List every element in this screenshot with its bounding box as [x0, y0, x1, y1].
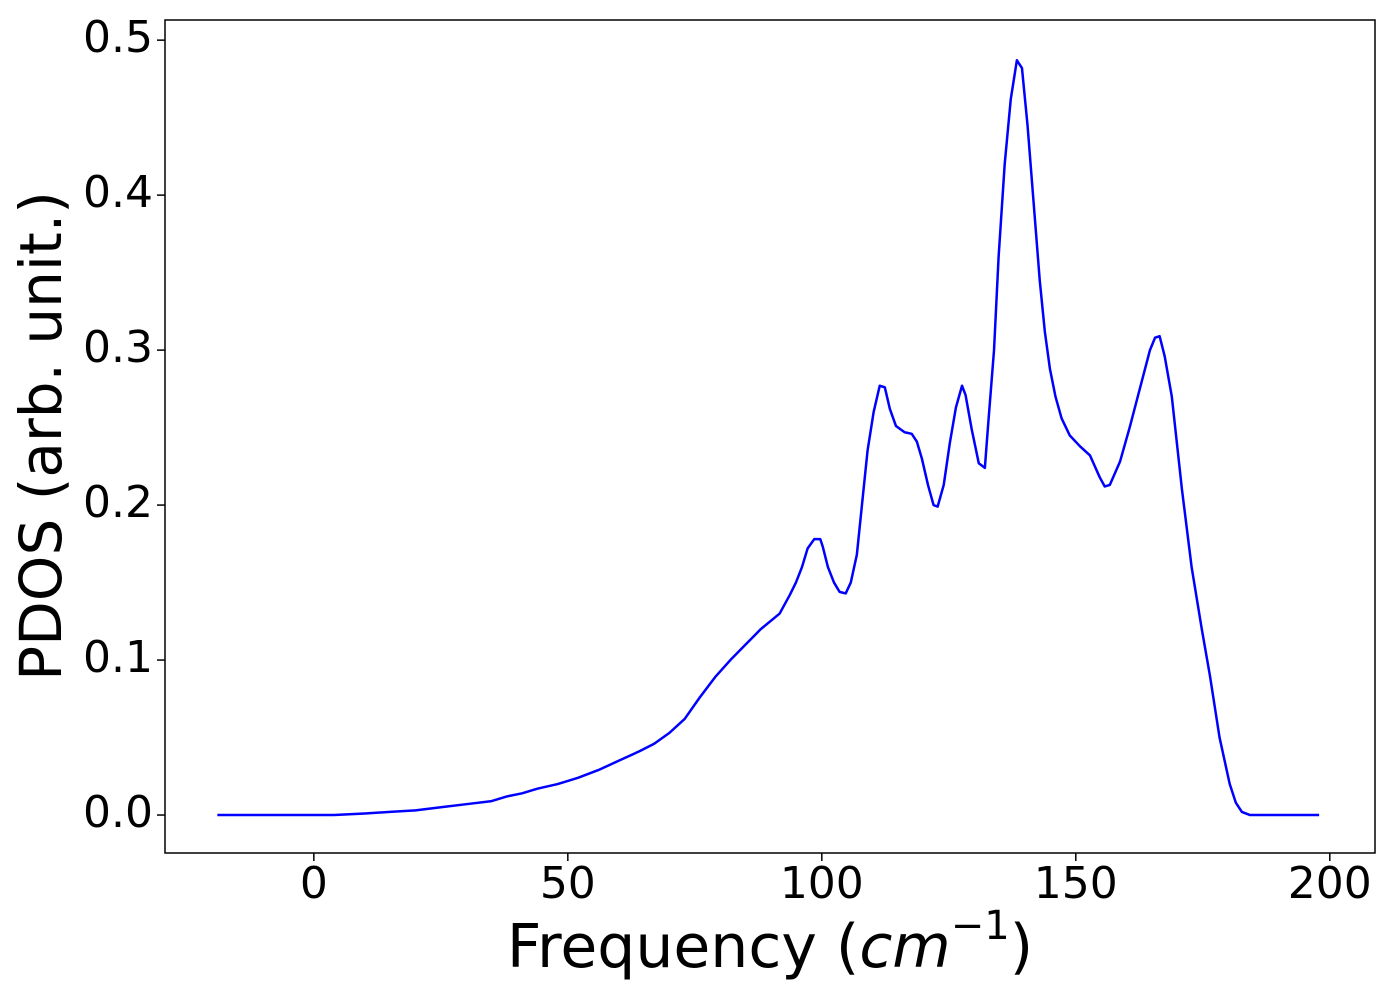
plot-frame [164, 19, 1376, 854]
y-tick-label: 0.2 [83, 477, 153, 528]
y-tick-label: 0.0 [83, 787, 153, 838]
x-axis-label: Frequency (cm−1) [507, 903, 1033, 982]
x-tick-label: 0 [300, 858, 328, 909]
x-tick-label: 200 [1288, 858, 1372, 909]
x-label-unit: cm [859, 912, 950, 982]
y-tick-label: 0.4 [83, 167, 153, 218]
x-label-close: ) [1010, 912, 1033, 982]
x-label-exponent: −1 [951, 903, 1010, 949]
y-axis-label: PDOS (arb. unit.) [7, 191, 75, 681]
y-tick-label: 0.1 [83, 632, 153, 683]
x-tick-label: 50 [540, 858, 596, 909]
x-tick-label: 150 [1034, 858, 1118, 909]
y-tick-label: 0.3 [83, 322, 153, 373]
series-line [217, 59, 1320, 817]
y-tick-label: 0.5 [83, 12, 153, 63]
x-tick-label: 100 [780, 858, 864, 909]
x-label-text: Frequency ( [507, 912, 859, 982]
